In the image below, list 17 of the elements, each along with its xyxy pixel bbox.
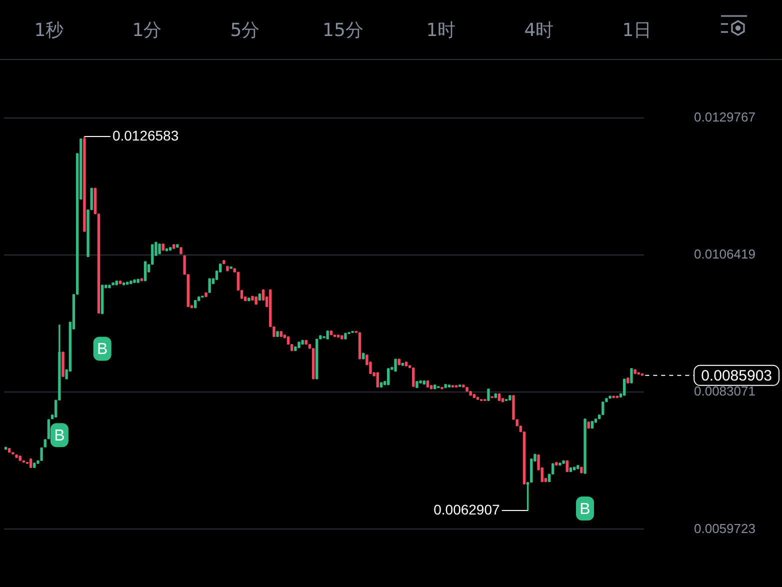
annotation: 0.0062907 xyxy=(434,501,500,518)
text: 1时 xyxy=(425,18,457,42)
annotation: B xyxy=(96,341,108,358)
text: 1日 xyxy=(621,18,653,42)
y-tick-label: 0.0083071 xyxy=(694,384,756,399)
text: 5分 xyxy=(229,18,261,42)
annotation: 0.0126583 xyxy=(112,127,179,144)
annotation: B xyxy=(580,500,590,518)
y-tick-label: 0.0059723 xyxy=(694,520,756,536)
text: 4时 xyxy=(523,18,555,42)
y-tick-label: 0.0106419 xyxy=(694,246,756,262)
annotation: B xyxy=(54,428,65,445)
text: 15分 xyxy=(322,18,364,42)
text: 1分 xyxy=(131,18,163,42)
y-tick-label: 0.0129767 xyxy=(694,109,756,124)
ref-line-label: 0.0085903 xyxy=(701,368,772,385)
text: 1秒 xyxy=(33,18,65,42)
